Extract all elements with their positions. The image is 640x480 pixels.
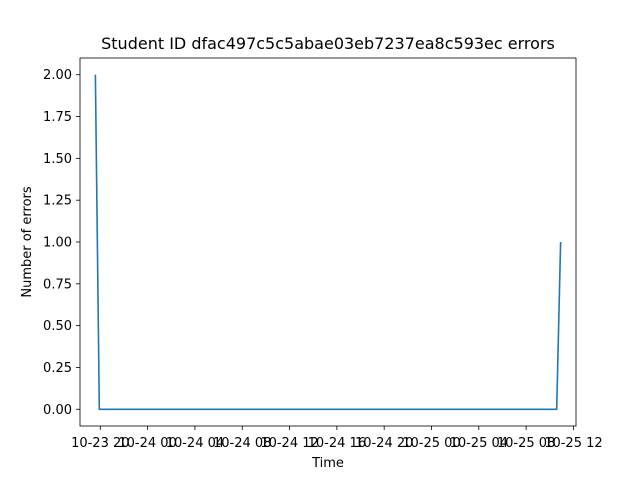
- x-tick-label: 10-24 00: [118, 436, 176, 451]
- x-tick-label: 10-25 00: [402, 436, 460, 451]
- y-tick-label: 2.00: [43, 68, 72, 83]
- y-tick-label: 1.25: [43, 194, 72, 209]
- x-tick-label: 10-24 04: [166, 436, 224, 451]
- x-tick-label: 10-25 04: [450, 436, 508, 451]
- y-tick-label: 0.00: [43, 403, 72, 418]
- x-tick-label: 10-24 08: [213, 436, 271, 451]
- y-tick-label: 0.75: [43, 277, 72, 292]
- x-tick-label: 10-25 08: [497, 436, 555, 451]
- x-tick-label: 10-24 16: [308, 436, 366, 451]
- x-tick-label: 10-24 12: [260, 436, 318, 451]
- plot-area: 0.00 0.25 0.50 0.75 1.00 1.25 1.50 1.75 2.00 10-2…: [43, 57, 603, 451]
- y-tick-label: 1.75: [43, 110, 72, 125]
- series-line: [94, 74, 562, 411]
- x-tick-label: 10-23 20: [71, 436, 129, 451]
- x-tick-label: 10-25 12: [544, 436, 602, 451]
- chart-title: Student ID dfac497c5c5abae03eb7237ea8c59…: [101, 34, 555, 53]
- x-axis-label: Time: [311, 456, 344, 471]
- y-tick-label: 0.25: [43, 361, 72, 376]
- y-axis-label: Number of errors: [20, 186, 35, 297]
- y-tick-label: 1.00: [43, 236, 72, 251]
- x-tick-label: 10-24 20: [355, 436, 413, 451]
- y-tick-label: 0.50: [43, 319, 72, 334]
- y-tick-label: 1.50: [43, 152, 72, 167]
